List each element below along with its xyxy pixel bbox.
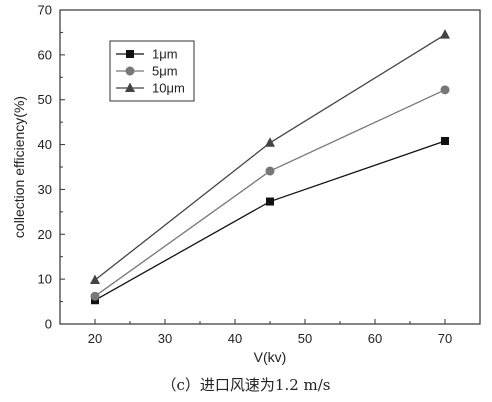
x-tick-label: 60 bbox=[368, 331, 382, 346]
x-tick-label: 50 bbox=[298, 331, 312, 346]
data-point-3 bbox=[265, 137, 275, 147]
x-tick-label: 70 bbox=[438, 331, 452, 346]
x-axis-label: V(kv) bbox=[254, 349, 287, 365]
y-tick-label: 60 bbox=[38, 47, 52, 62]
y-tick-label: 50 bbox=[38, 92, 52, 107]
chart-content: 20 30 40 50 60 70 0 10 20 30 40 50 60 70 V(kv) collecti… bbox=[11, 3, 481, 365]
series-line-2 bbox=[94, 89, 446, 297]
data-point-3 bbox=[440, 29, 450, 39]
legend-label: 1μm bbox=[152, 47, 178, 62]
series-line-1 bbox=[94, 140, 446, 301]
data-point-1 bbox=[266, 197, 274, 206]
y-tick-label: 0 bbox=[45, 317, 52, 332]
y-tick-label: 30 bbox=[38, 182, 52, 197]
legend: 1μm 5μm 10μm bbox=[109, 40, 195, 102]
x-tick-label: 30 bbox=[158, 331, 172, 346]
x-tick-label: 20 bbox=[88, 331, 102, 346]
figure-caption: （c）进口风速为1.2 m/s bbox=[161, 376, 331, 394]
y-tick-label: 20 bbox=[38, 227, 52, 242]
data-point-1 bbox=[441, 136, 449, 145]
y-axis-label: collection efficiency(%) bbox=[11, 96, 27, 238]
data-point-3 bbox=[90, 274, 100, 285]
y-tick-label: 70 bbox=[38, 3, 52, 18]
x-tick-label: 40 bbox=[228, 331, 242, 346]
legend-label: 10μm bbox=[152, 81, 185, 96]
legend-marker bbox=[125, 66, 135, 76]
legend-label: 5μm bbox=[152, 64, 178, 79]
legend-marker bbox=[126, 50, 134, 58]
data-point-2 bbox=[90, 291, 100, 301]
y-tick-label: 10 bbox=[38, 272, 52, 287]
legend-marker bbox=[125, 82, 135, 92]
data-point-2 bbox=[440, 85, 450, 95]
data-point-2 bbox=[265, 166, 275, 176]
y-tick-label: 40 bbox=[38, 137, 52, 152]
